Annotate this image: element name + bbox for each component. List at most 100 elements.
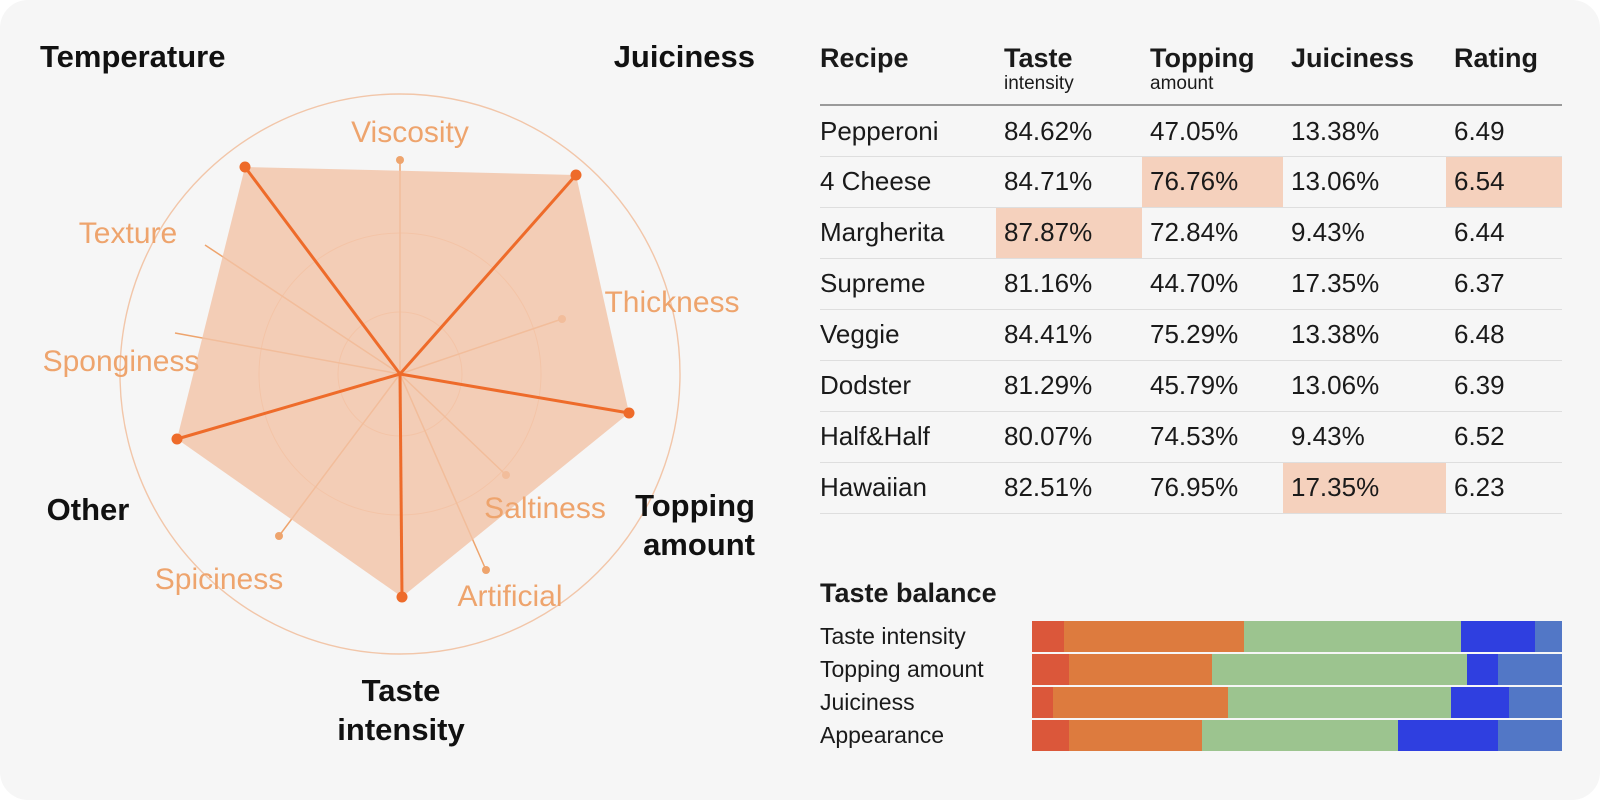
radar-main-spoke-temperature [243,166,402,375]
radar-label-viscosity: Viscosity [351,116,469,149]
radar-label-texture: Texture [79,217,177,250]
table-cell: 6.37 [1446,258,1562,310]
radar-polygon [177,167,629,597]
table-cell: 9.43% [1283,411,1446,463]
radar-title-juiciness: Juiciness [614,39,755,74]
taste-balance-bar [1032,621,1562,652]
radar-grid-circle [119,93,681,655]
table-row: Hawaiian 82.51% 76.95% 17.35% 6.23 [820,462,1562,514]
table-cell: 84.62% [996,105,1142,157]
table-cell: 6.23 [1446,462,1562,514]
radar-label-thickness: Thickness [604,286,739,319]
column-header-recipe: Recipe [820,40,996,105]
taste-balance-segment [1069,720,1202,751]
table-cell: 6.48 [1446,309,1562,361]
taste-balance-bar [1032,687,1562,718]
column-header-juiciness: Juiciness [1283,40,1446,105]
table-cell: 84.71% [996,156,1142,208]
taste-balance-label: Juiciness [820,689,915,715]
table-cell: 84.41% [996,309,1142,361]
table-cell: 4 Cheese [820,156,996,208]
radar-labels: Viscosity Thickness Saltiness Artificial Spi… [40,39,755,747]
table-row: Dodster 81.29% 45.79% 13.06% 6.39 [820,360,1562,412]
taste-balance-row-juiciness: Juiciness [820,687,1562,720]
taste-balance-rows: Taste intensity Topping amount Juiciness Ap… [820,621,1562,753]
table-cell: 74.53% [1142,411,1283,463]
table-cell: 6.39 [1446,360,1562,412]
taste-balance-label: Topping amount [820,656,984,682]
column-header-title: Recipe [820,43,909,73]
table-cell: Hawaiian [820,462,996,514]
table-row: 4 Cheese 84.71% 76.76% 13.06% 6.54 [820,156,1562,208]
table-cell: Margherita [820,207,996,259]
table-cell: 6.49 [1446,105,1562,157]
column-header-title: Juiciness [1291,43,1415,73]
table-cell: 76.95% [1142,462,1283,514]
table-cell: 82.51% [996,462,1142,514]
table-cell: 13.06% [1283,360,1446,412]
table-cell: Dodster [820,360,996,412]
column-header-title: Rating [1454,43,1538,73]
column-header-subtitle: intensity [1004,73,1074,95]
taste-balance-segment [1450,687,1509,718]
taste-balance-title: Taste balance [820,578,997,608]
radar-title-topping-amount: Topping amount [635,488,755,562]
taste-balance-row-taste-intensity: Taste intensity [820,621,1562,654]
table-body: Pepperoni 84.62% 47.05% 13.38% 6.49 4 Cheese 8… [820,105,1562,514]
radar-title-other: Other [47,492,130,527]
taste-balance-segment [1063,621,1244,652]
radar-main-spoke-other [176,372,401,441]
table-row: Margherita 87.87% 72.84% 9.43% 6.44 [820,207,1562,259]
column-header-subtitle: amount [1150,73,1214,95]
radar-vertex-taste-intensity [396,591,408,603]
taste-balance-segment [1228,687,1451,718]
column-header-title: Taste [1004,43,1073,73]
taste-balance-segment [1069,654,1213,685]
taste-balance-segment [1243,621,1462,652]
taste-balance-segment [1032,621,1064,652]
table-cell: 47.05% [1142,105,1283,157]
radar-spoke-dot [482,566,490,574]
taste-balance-segment [1053,687,1229,718]
taste-balance-segment [1212,654,1467,685]
taste-balance-segment [1498,654,1562,685]
taste-balance-segment [1508,687,1562,718]
radar-vertex-juiciness [570,169,582,181]
table-cell: 72.84% [1142,207,1283,259]
taste-balance-segment [1397,720,1499,751]
taste-balance-segment [1498,720,1562,751]
table-cell: Pepperoni [820,105,996,157]
taste-balance-segment [1032,687,1054,718]
table-cell: 81.16% [996,258,1142,310]
taste-balance-segment [1032,720,1070,751]
column-header-taste-intensity: Taste intensity [996,40,1142,105]
taste-balance-segment [1466,654,1499,685]
table-cell: 75.29% [1142,309,1283,361]
radar-vertex-temperature [239,161,251,173]
radar-label-sponginess: Sponginess [43,345,200,378]
radar-title-taste-intensity: Taste intensity [337,673,465,747]
table-header-row: Recipe Taste intensity Topping amount Juicine… [820,40,1562,106]
taste-balance-row-topping-amount: Topping amount [820,654,1562,687]
radar-label-artificial: Artificial [457,580,562,613]
taste-balance-row-appearance: Appearance [820,720,1562,753]
taste-balance-label: Taste intensity [820,623,966,649]
table-cell: 80.07% [996,411,1142,463]
radar-main-spoke-taste-intensity [398,373,404,598]
table-cell: 6.52 [1446,411,1562,463]
radar-spoke-dot [275,532,283,540]
radar-label-saltiness: Saltiness [484,492,606,525]
taste-balance-segment [1535,621,1562,652]
radar-vertex-topping-amount [623,407,635,419]
table-cell: 9.43% [1283,207,1446,259]
radar-main-spokes [171,161,635,603]
radar-chart: Viscosity Thickness Saltiness Artificial Spi… [40,39,755,747]
table-cell: 81.29% [996,360,1142,412]
table-cell: 44.70% [1142,258,1283,310]
taste-balance-segment [1032,654,1070,685]
table-cell: Half&Half [820,411,996,463]
taste-balance-label: Appearance [820,722,945,748]
taste-balance-chart: Taste balance Taste intensity Topping amo… [820,578,1562,753]
column-header-rating: Rating [1446,40,1562,105]
taste-balance-bar [1032,654,1562,685]
